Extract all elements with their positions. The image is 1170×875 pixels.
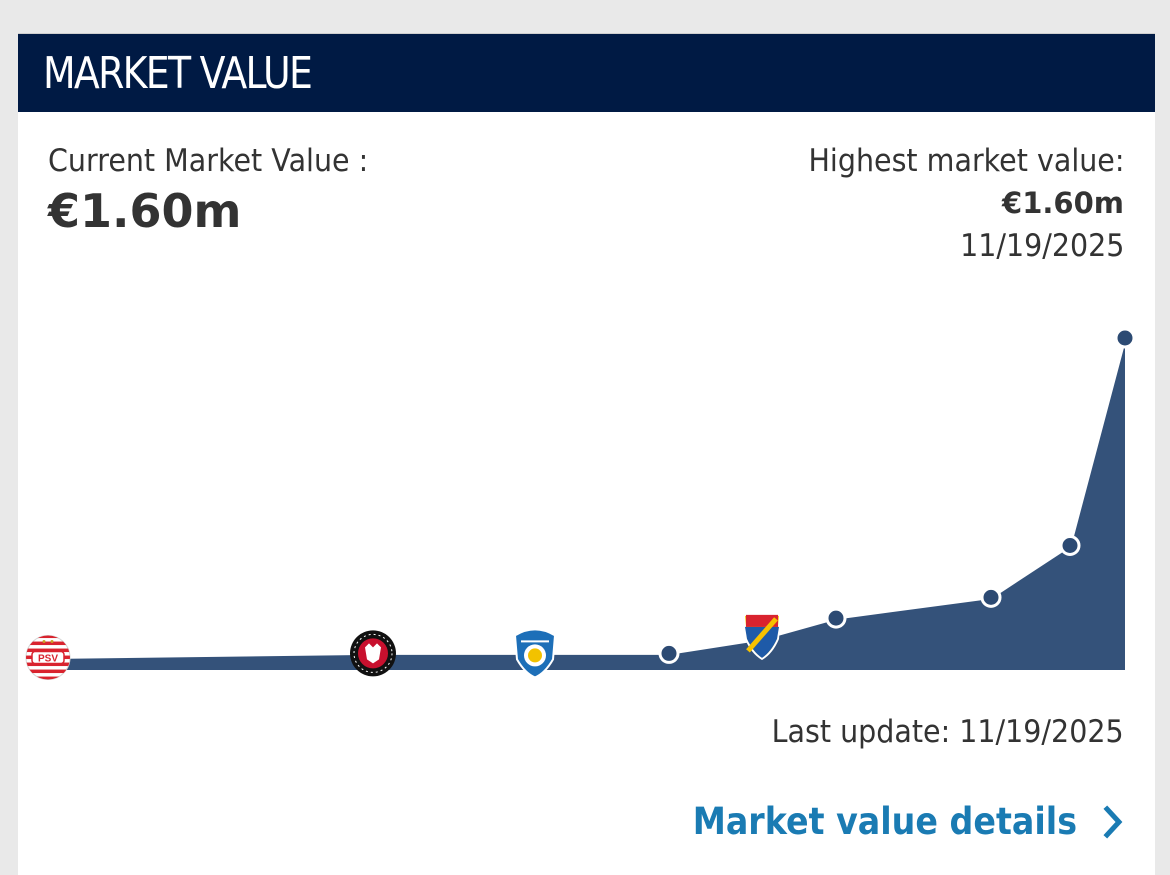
chart-point-marker xyxy=(980,586,1002,608)
chart-point-9 xyxy=(1114,327,1136,349)
chart-area xyxy=(48,338,1125,670)
chart-point-marker xyxy=(825,607,847,629)
current-market-value-label: Current Market Value : xyxy=(48,143,369,179)
chart-point-6 xyxy=(825,607,847,629)
market-value-details-link[interactable]: Market value details xyxy=(650,800,1125,843)
djurgarden-crest-icon xyxy=(742,613,782,661)
chart-point-2 xyxy=(350,630,396,677)
card-header: MARKET VALUE xyxy=(18,34,1155,112)
chart-point-marker xyxy=(1059,535,1081,556)
midtjylland-crest-icon xyxy=(350,630,396,677)
highest-market-value-date: 11/19/2025 xyxy=(959,228,1124,264)
psv-crest-icon: PSV xyxy=(25,635,71,681)
chart-point-marker xyxy=(1114,327,1136,349)
chart-point-5 xyxy=(742,613,782,661)
last-update-text: Last update: 11/19/2025 xyxy=(771,714,1124,750)
chart-point-1: PSV xyxy=(25,635,71,681)
chart-point-8 xyxy=(1059,535,1081,556)
card-title: MARKET VALUE xyxy=(43,47,313,99)
chart-point-3 xyxy=(513,628,557,679)
market-value-chart: PSV xyxy=(18,34,1155,875)
highest-market-value-amount: €1.60m xyxy=(1002,186,1124,220)
highest-market-value-label: Highest market value: xyxy=(808,143,1124,179)
market-value-details-label: Market value details xyxy=(692,800,1077,843)
chevron-right-icon xyxy=(1103,804,1123,839)
chart-point-7 xyxy=(980,586,1002,608)
esbjerg-crest-icon xyxy=(513,628,557,679)
current-market-value-amount: €1.60m xyxy=(48,184,242,238)
chart-point-4 xyxy=(658,642,680,664)
svg-text:PSV: PSV xyxy=(38,654,58,665)
highest-market-value: Highest market value: €1.60m 11/19/2025 xyxy=(781,142,1124,266)
chart-point-marker xyxy=(658,642,680,664)
market-value-card: MARKET VALUE Current Market Value : €1.6… xyxy=(18,33,1155,875)
current-market-value: Current Market Value : €1.60m xyxy=(48,142,396,240)
market-value-chart-svg: PSV xyxy=(25,327,1136,681)
